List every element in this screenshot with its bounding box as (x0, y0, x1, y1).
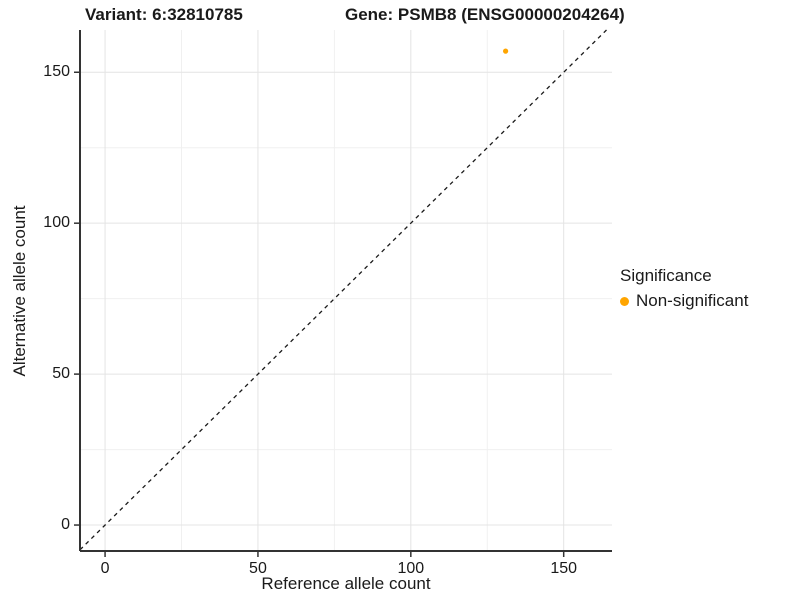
x-axis-label: Reference allele count (261, 574, 431, 593)
x-tick-label: 0 (100, 560, 110, 577)
x-tick-label: 50 (249, 560, 267, 577)
x-tick-label: 150 (550, 560, 578, 577)
y-tick-label: 50 (52, 365, 70, 383)
y-tick-label: 0 (61, 516, 70, 534)
y-axis-label: Alternative allele count (10, 205, 29, 377)
data-point (503, 48, 509, 54)
y-tick-label: 150 (43, 63, 70, 81)
chart-svg (74, 29, 612, 557)
x-tick-label: 100 (397, 560, 425, 577)
plot-title-gene: Gene: PSMB8 (ENSG00000204264) (345, 5, 625, 24)
legend-item: Non-significant (620, 291, 748, 311)
legend: Significance Non-significant (620, 266, 748, 311)
identity-line (79, 29, 607, 551)
plot-title-variant: Variant: 6:32810785 (85, 5, 243, 24)
plot-panel: 0 50 100 150 0 50 100 150 (43, 29, 612, 577)
y-tick-label: 100 (43, 214, 70, 232)
legend-point-icon (620, 296, 629, 306)
legend-item-label: Non-significant (636, 291, 749, 310)
legend-title: Significance (620, 266, 712, 285)
